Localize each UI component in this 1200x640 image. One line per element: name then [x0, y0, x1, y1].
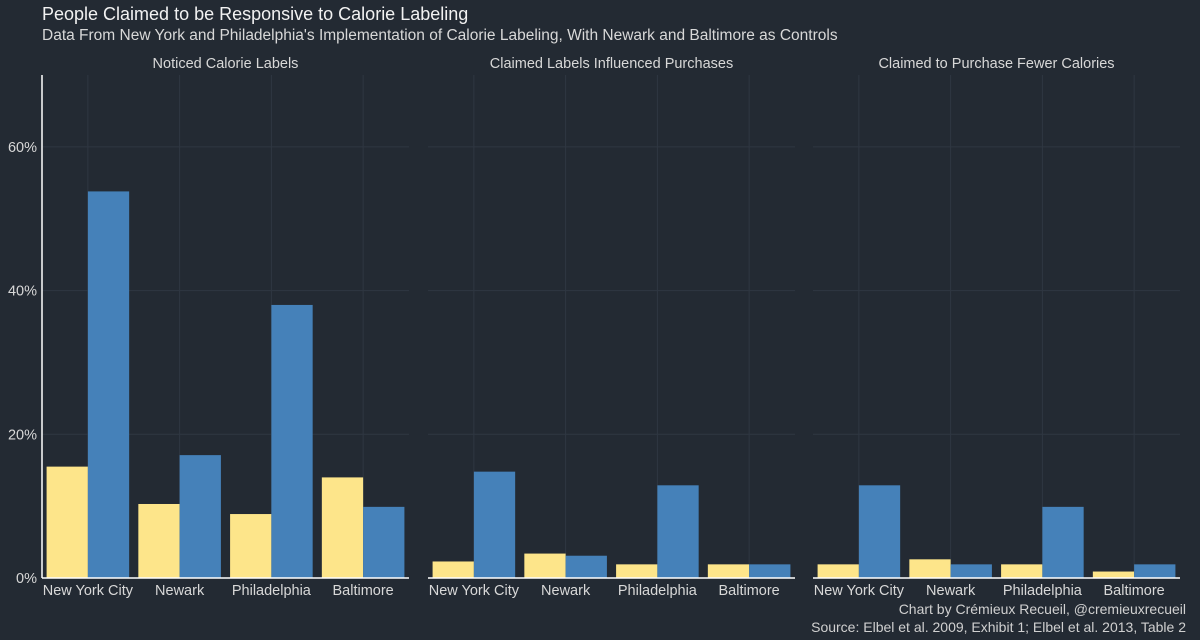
panel-title: Claimed to Purchase Fewer Calories: [878, 56, 1114, 72]
chart-title: People Claimed to be Responsive to Calor…: [42, 4, 469, 24]
x-tick-label: New York City: [429, 583, 520, 599]
bar-before: [321, 477, 364, 578]
bar-before: [1001, 564, 1043, 578]
x-tick-label: New York City: [814, 583, 905, 599]
panel-title: Noticed Calorie Labels: [153, 56, 299, 72]
x-tick-label: Baltimore: [1104, 583, 1165, 599]
bar-before: [230, 514, 272, 578]
x-tick-label: Newark: [541, 583, 591, 599]
x-tick-label: Philadelphia: [232, 583, 312, 599]
bar-after: [179, 455, 221, 578]
bar-after: [473, 471, 516, 578]
bar-after: [657, 485, 699, 578]
bar-before: [707, 564, 750, 578]
chart-source: Source: Elbel et al. 2009, Exhibit 1; El…: [811, 619, 1186, 635]
x-tick-label: Newark: [155, 583, 205, 599]
bar-after: [950, 564, 992, 578]
x-tick-label: New York City: [43, 583, 134, 599]
y-tick-label: 20%: [8, 427, 37, 443]
bar-before: [909, 559, 951, 578]
bar-before: [524, 553, 566, 578]
bar-after: [749, 564, 791, 578]
bar-after: [1042, 506, 1084, 578]
panel-title: Claimed Labels Influenced Purchases: [490, 56, 733, 72]
bar-before: [432, 561, 474, 578]
bar-before: [1092, 571, 1135, 578]
bar-before: [616, 564, 658, 578]
x-tick-label: Philadelphia: [618, 583, 698, 599]
chart-subtitle: Data From New York and Philadelphia's Im…: [42, 27, 838, 44]
x-tick-label: Baltimore: [333, 583, 394, 599]
bar-after: [363, 506, 405, 578]
y-tick-label: 60%: [8, 140, 37, 156]
bar-after: [271, 304, 313, 578]
bar-before: [46, 466, 88, 578]
bar-after: [87, 191, 130, 578]
bar-after: [565, 555, 607, 578]
x-tick-label: Baltimore: [719, 583, 780, 599]
chart-credit: Chart by Crémieux Recueil, @cremieuxrecu…: [898, 601, 1186, 617]
y-tick-label: 40%: [8, 284, 37, 300]
bar-before: [138, 503, 180, 578]
bar-before: [817, 564, 859, 578]
bar-after: [1134, 564, 1176, 578]
x-tick-label: Philadelphia: [1003, 583, 1083, 599]
y-tick-label: 0%: [16, 571, 37, 587]
x-tick-label: Newark: [926, 583, 976, 599]
bar-after: [858, 485, 901, 578]
